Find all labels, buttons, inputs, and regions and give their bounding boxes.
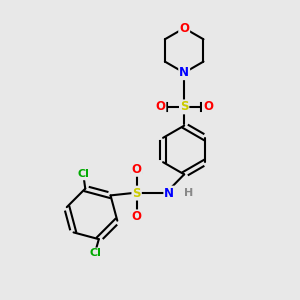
Text: H: H <box>184 188 194 198</box>
Text: S: S <box>180 100 188 113</box>
Text: O: O <box>155 100 165 113</box>
Text: N: N <box>164 187 174 200</box>
Text: N: N <box>179 66 189 79</box>
Text: Cl: Cl <box>90 248 102 258</box>
Text: O: O <box>179 22 189 34</box>
Text: O: O <box>203 100 213 113</box>
Text: Cl: Cl <box>78 169 90 179</box>
Text: S: S <box>132 187 141 200</box>
Text: O: O <box>132 163 142 176</box>
Text: O: O <box>132 210 142 224</box>
